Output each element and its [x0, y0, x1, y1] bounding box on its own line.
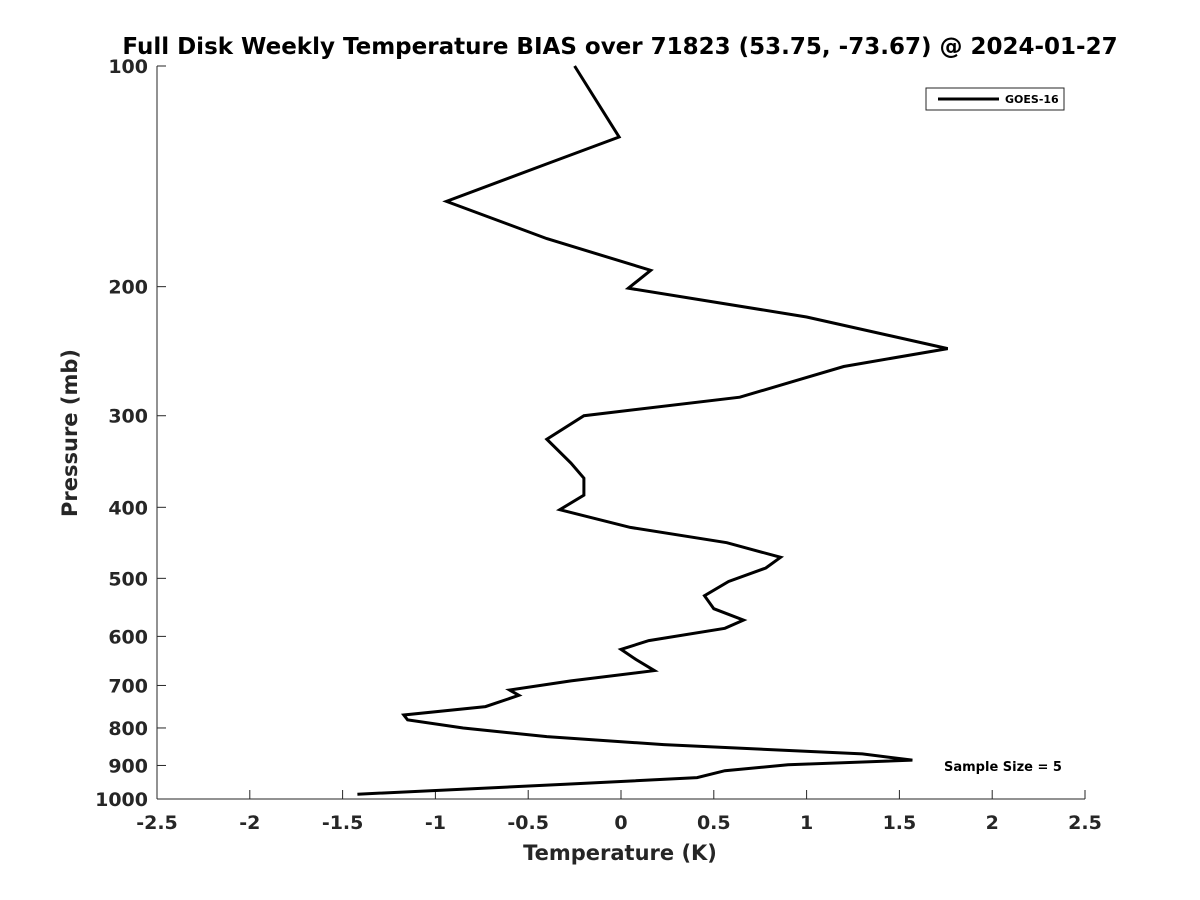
y-tick-label: 500 — [108, 568, 148, 590]
x-tick-label: 1 — [800, 812, 813, 834]
x-tick-label: -0.5 — [507, 812, 549, 834]
sample-size-annotation: Sample Size = 5 — [944, 760, 1062, 775]
y-tick-label: 100 — [108, 56, 148, 78]
y-tick-label: 600 — [108, 626, 148, 648]
chart-title: Full Disk Weekly Temperature BIAS over 7… — [122, 34, 1117, 60]
axis-ticks: -2.5 -2 -1.5 -1 -0.5 0 0.5 1 1.5 2 2.5 100 200 300 400… — [95, 56, 1102, 834]
x-axis-label: Temperature (K) — [523, 841, 717, 865]
x-tick-label: 0.5 — [697, 812, 731, 834]
legend: GOES-16 — [925, 87, 1065, 111]
legend-entry-label: GOES-16 — [1005, 93, 1059, 106]
y-tick-label: 800 — [108, 718, 148, 740]
y-tick-label: 1000 — [95, 789, 148, 811]
y-tick-label: 900 — [108, 755, 148, 777]
plot-area — [156, 66, 1085, 800]
y-tick-label: 700 — [108, 675, 148, 697]
y-tick-label: 200 — [108, 277, 148, 299]
x-tick-label: 1.5 — [883, 812, 917, 834]
x-tick-label: -1.5 — [322, 812, 364, 834]
plot-background — [157, 66, 1085, 799]
x-tick-label: -1 — [425, 812, 446, 834]
y-tick-label: 300 — [108, 406, 148, 428]
x-tick-label: 0 — [614, 812, 627, 834]
y-tick-label: 400 — [108, 497, 148, 519]
x-tick-label: -2.5 — [136, 812, 178, 834]
y-axis-label: Pressure (mb) — [58, 349, 82, 517]
x-tick-label: 2 — [986, 812, 999, 834]
series-line — [357, 65, 949, 796]
x-tick-label: 2.5 — [1068, 812, 1102, 834]
data-series — [357, 65, 949, 796]
x-tick-label: -2 — [239, 812, 260, 834]
